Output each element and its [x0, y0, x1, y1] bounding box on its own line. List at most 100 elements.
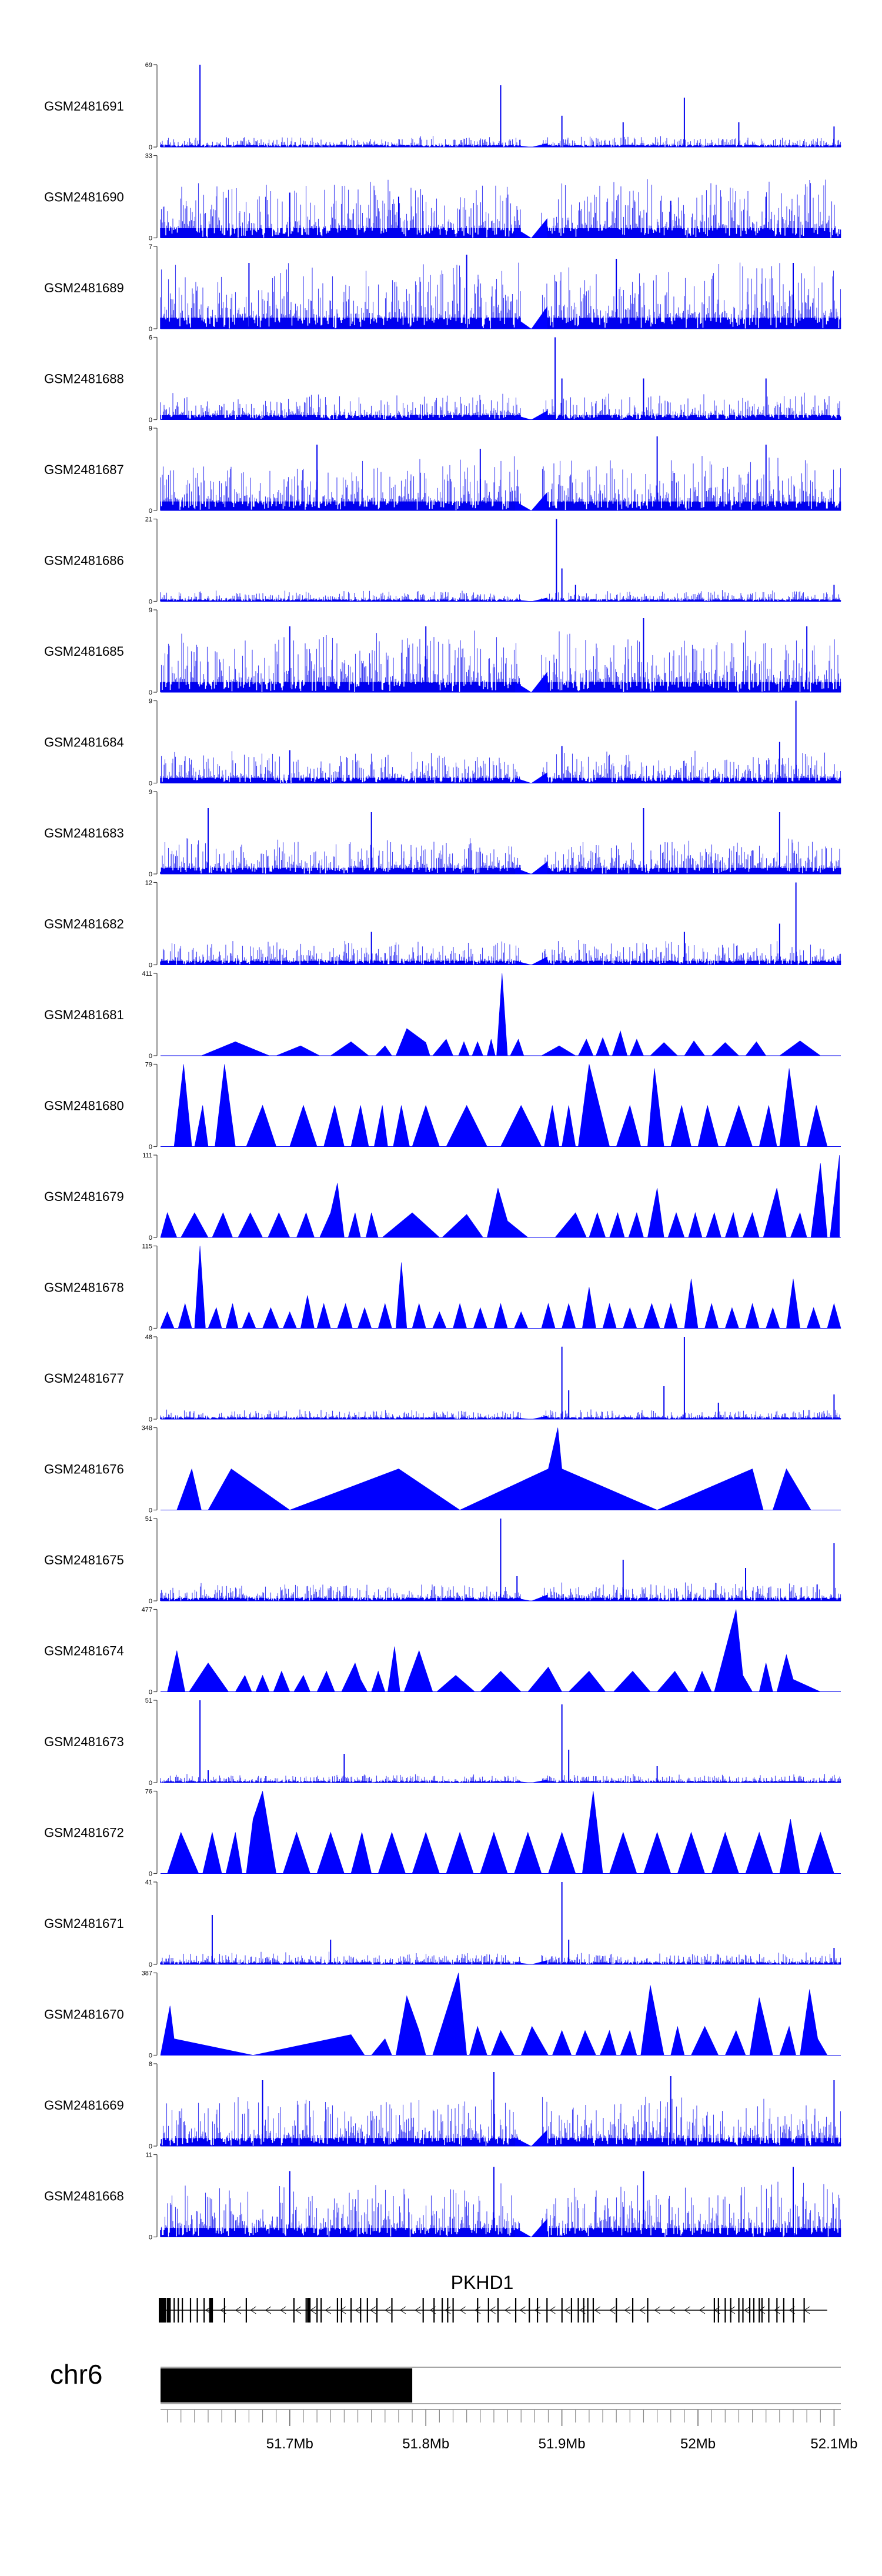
strand-arrow: [609, 2306, 616, 2314]
y-axis-max-label: 21: [145, 516, 152, 523]
y-axis-min-label: 0: [149, 1961, 152, 1968]
exon: [647, 2298, 649, 2323]
coverage-base: [160, 2228, 841, 2237]
track-GSM2481689: GSM2481689 7 0: [44, 243, 841, 333]
y-axis-min-label: 0: [149, 1326, 152, 1333]
y-axis-max-label: 9: [149, 607, 152, 614]
y-axis-max-label: 387: [142, 1970, 152, 1977]
coverage-base: [160, 1417, 841, 1419]
exon: [447, 2298, 449, 2323]
y-axis-min-label: 0: [149, 417, 152, 424]
exon: [305, 2298, 307, 2323]
coverage-area: [176, 1427, 811, 1510]
gap-wedge: [515, 1960, 547, 1964]
track-label: GSM2481671: [44, 1916, 124, 1931]
exon: [497, 2298, 499, 2323]
exon: [223, 2298, 225, 2323]
coverage-base: [160, 145, 841, 147]
y-axis-min-label: 0: [149, 144, 152, 151]
strand-arrow: [205, 2306, 212, 2314]
y-axis-min-label: 0: [149, 871, 152, 878]
exon: [320, 2298, 322, 2323]
track-GSM2481691: GSM2481691 69 0: [44, 62, 841, 151]
exon: [350, 2298, 352, 2323]
y-axis-min-label: 0: [149, 1871, 152, 1878]
coverage-base: [160, 501, 841, 510]
coverage-base: [160, 682, 841, 692]
y-axis-max-label: 6: [149, 335, 152, 342]
strand-arrow: [265, 2306, 272, 2314]
gap-wedge: [515, 2218, 547, 2237]
track-GSM2481670: GSM2481670 387 0: [44, 1970, 841, 2060]
y-axis-max-label: 7: [149, 243, 152, 251]
x-axis-tick-label: 51.7Mb: [266, 2436, 313, 2452]
exon: [203, 2298, 205, 2323]
strand-arrow: [774, 2306, 780, 2314]
track-label: GSM2481684: [44, 735, 124, 750]
strand-arrow: [804, 2306, 810, 2314]
strand-arrow: [235, 2306, 242, 2314]
strand-arrow: [310, 2306, 316, 2314]
strand-arrow: [475, 2306, 481, 2314]
y-axis-min-label: 0: [149, 2143, 152, 2150]
coverage-area: [201, 973, 821, 1056]
exon: [178, 2298, 179, 2323]
exon: [477, 2298, 479, 2323]
gap-wedge: [515, 143, 547, 147]
gap-wedge: [515, 1780, 547, 1783]
exon-major: [166, 2298, 171, 2323]
gene-model: [159, 2298, 827, 2323]
coverage-area: [167, 1609, 827, 1692]
y-axis-min-label: 0: [149, 1780, 152, 1787]
exon: [742, 2298, 744, 2323]
track-GSM2481673: GSM2481673 51 0: [44, 1697, 841, 1787]
exon: [182, 2298, 183, 2323]
gap-wedge: [515, 2130, 547, 2146]
exon: [730, 2298, 731, 2323]
y-axis-min-label: 0: [149, 1416, 152, 1423]
ideogram-track: chr6: [50, 2359, 841, 2404]
track-label: GSM2481677: [44, 1371, 124, 1386]
track-label: GSM2481675: [44, 1553, 124, 1567]
strand-arrow: [295, 2306, 301, 2314]
strand-arrow: [699, 2306, 706, 2314]
strand-arrow: [519, 2306, 526, 2314]
y-axis-max-label: 33: [145, 153, 152, 160]
strand-arrow: [370, 2306, 376, 2314]
y-axis-min-label: 0: [149, 1053, 152, 1060]
y-axis-max-label: 9: [149, 698, 152, 705]
gap-wedge: [515, 218, 547, 238]
track-label: GSM2481685: [44, 644, 124, 659]
track-GSM2481679: GSM2481679 111 0: [44, 1152, 841, 1242]
track-GSM2481683: GSM2481683 9 0: [44, 789, 841, 878]
y-axis-max-label: 8: [149, 2061, 152, 2068]
exon: [561, 2298, 563, 2323]
coverage-base: [160, 1962, 841, 1964]
strand-arrow: [549, 2306, 556, 2314]
exon: [376, 2298, 378, 2323]
strand-arrow: [564, 2306, 571, 2314]
y-axis-max-label: 111: [142, 1152, 152, 1159]
exon: [616, 2298, 617, 2323]
track-GSM2481676: GSM2481676 348 0: [44, 1425, 841, 1514]
strand-arrow: [534, 2306, 541, 2314]
gap-wedge: [515, 598, 547, 602]
track-GSM2481677: GSM2481677 48 0: [44, 1334, 841, 1423]
exon: [452, 2298, 454, 2323]
exon: [422, 2298, 424, 2323]
track-label: GSM2481679: [44, 1189, 124, 1204]
gene-track: PKHD1: [159, 2272, 827, 2323]
track-GSM2481674: GSM2481674 477 0: [44, 1607, 841, 1696]
exon: [724, 2298, 726, 2323]
strand-arrow: [399, 2306, 406, 2314]
exon: [340, 2298, 342, 2323]
gap-wedge: [515, 672, 547, 692]
track-GSM2481668: GSM2481668 11 0: [44, 2152, 841, 2241]
strand-arrow: [325, 2306, 331, 2314]
y-axis-max-label: 41: [145, 1879, 152, 1886]
y-axis-max-label: 12: [145, 880, 152, 887]
coverage-area: [173, 1064, 828, 1147]
y-axis-min-label: 0: [149, 1234, 152, 1242]
exon-major: [307, 2298, 311, 2323]
y-axis-min-label: 0: [149, 962, 152, 969]
